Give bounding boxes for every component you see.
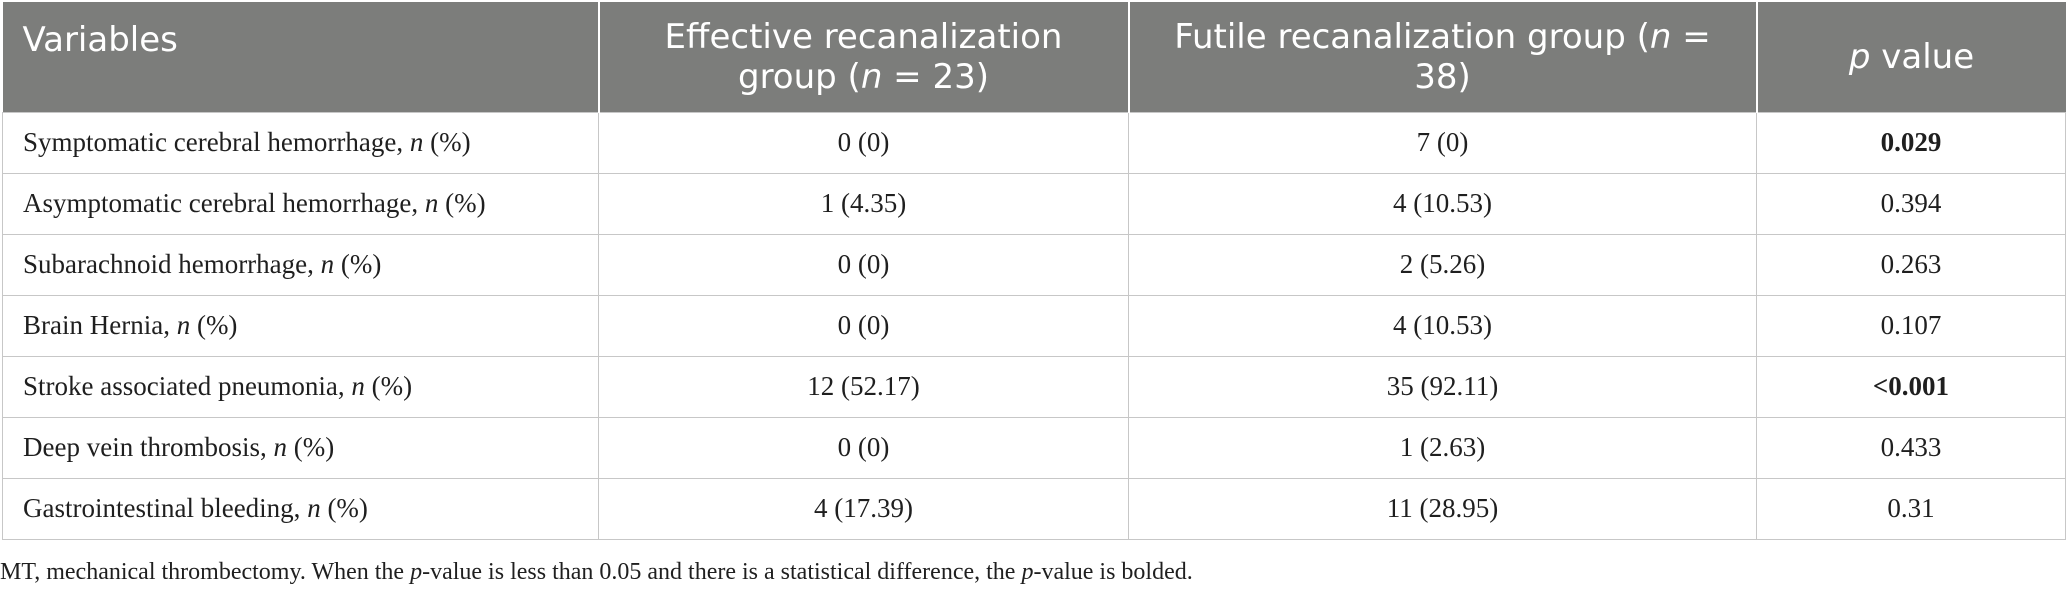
table-row: Deep vein thrombosis, n (%) 0 (0) 1 (2.6… (2, 416, 2066, 479)
variable-cell: Deep vein thrombosis, n (%) (2, 416, 599, 479)
effective-cell: 0 (0) (598, 416, 1129, 479)
p-value-cell: 0.394 (1756, 172, 2066, 235)
futile-cell: 35 (92.11) (1128, 355, 1757, 418)
results-table-container: Variables Effective recanalization group… (2, 2, 2066, 540)
table-footnote: MT, mechanical thrombectomy. When the p-… (0, 559, 1193, 585)
table-row: Stroke associated pneumonia, n (%) 12 (5… (2, 355, 2066, 418)
p-value-cell: 0.029 (1756, 111, 2066, 174)
p-value-cell: <0.001 (1756, 355, 2066, 418)
effective-cell: 1 (4.35) (598, 172, 1129, 235)
effective-cell: 0 (0) (598, 111, 1129, 174)
p-value: 0.263 (1880, 249, 1942, 279)
p-value: 0.31 (1887, 493, 1935, 523)
effective-cell: 0 (0) (598, 233, 1129, 296)
futile-cell: 2 (5.26) (1128, 233, 1757, 296)
table-row: Symptomatic cerebral hemorrhage, n (%) 0… (2, 111, 2066, 174)
results-table: Variables Effective recanalization group… (2, 2, 2066, 540)
futile-cell: 4 (10.53) (1128, 172, 1757, 235)
variable-cell: Subarachnoid hemorrhage, n (%) (2, 233, 599, 296)
p-value: 0.433 (1880, 432, 1942, 462)
futile-cell: 4 (10.53) (1128, 294, 1757, 357)
header-p-value: p value (1756, 2, 2066, 112)
p-value: <0.001 (1872, 371, 1950, 401)
variable-cell: Brain Hernia, n (%) (2, 294, 599, 357)
variable-cell: Asymptomatic cerebral hemorrhage, n (%) (2, 172, 599, 235)
variable-cell: Stroke associated pneumonia, n (%) (2, 355, 599, 418)
p-value-cell: 0.107 (1756, 294, 2066, 357)
futile-cell: 11 (28.95) (1128, 477, 1757, 540)
table-row: Brain Hernia, n (%) 0 (0) 4 (10.53) 0.10… (2, 294, 2066, 357)
p-value: 0.107 (1880, 310, 1942, 340)
p-value: 0.029 (1880, 127, 1942, 157)
p-value-cell: 0.433 (1756, 416, 2066, 479)
variable-cell: Symptomatic cerebral hemorrhage, n (%) (2, 111, 599, 174)
header-variables: Variables (2, 2, 600, 112)
header-effective-group: Effective recanalization group (n = 23) (598, 2, 1130, 112)
header-row: Variables Effective recanalization group… (2, 2, 2066, 112)
header-futile-group: Futile recanalization group (n = 38) (1128, 2, 1758, 112)
p-value: 0.394 (1880, 188, 1942, 218)
variable-cell: Gastrointestinal bleeding, n (%) (2, 477, 599, 540)
p-value-cell: 0.31 (1756, 477, 2066, 540)
effective-cell: 0 (0) (598, 294, 1129, 357)
effective-cell: 4 (17.39) (598, 477, 1129, 540)
table-row: Gastrointestinal bleeding, n (%) 4 (17.3… (2, 477, 2066, 540)
futile-cell: 1 (2.63) (1128, 416, 1757, 479)
futile-cell: 7 (0) (1128, 111, 1757, 174)
p-value-cell: 0.263 (1756, 233, 2066, 296)
table-row: Asymptomatic cerebral hemorrhage, n (%) … (2, 172, 2066, 235)
table-row: Subarachnoid hemorrhage, n (%) 0 (0) 2 (… (2, 233, 2066, 296)
effective-cell: 12 (52.17) (598, 355, 1129, 418)
